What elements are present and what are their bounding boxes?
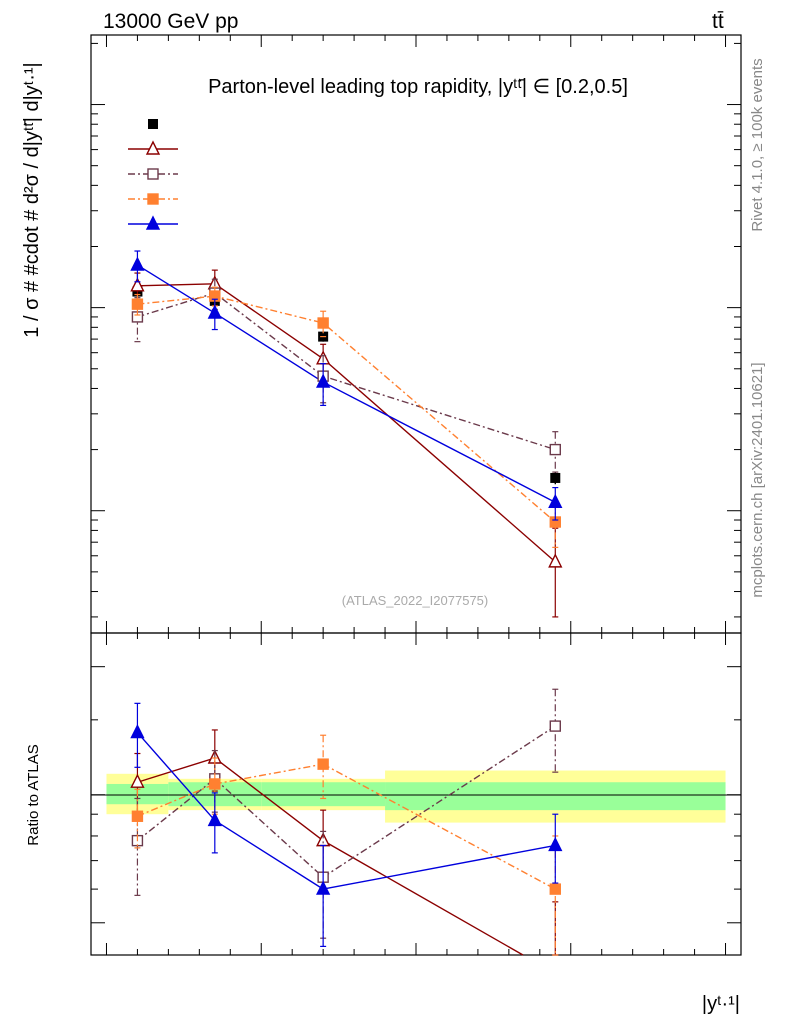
main-panel: Parton-level leading top rapidity, |yᵗᵗ̄…	[90, 34, 742, 955]
ratio-axis-label: Ratio to ATLAS	[25, 744, 42, 845]
series-4-ratio-point	[207, 811, 222, 827]
process-label: tt̄	[712, 10, 724, 33]
ratio-frame	[90, 632, 742, 956]
main-axis-ticks	[91, 35, 741, 955]
series-3-ratio-point	[131, 810, 144, 822]
legend-series-4-marker	[145, 215, 161, 230]
series-2-point	[549, 443, 561, 456]
legend-atlas-marker	[148, 119, 158, 129]
series-3-ratio-line	[137, 763, 556, 890]
ratio-series-lines	[136, 725, 556, 956]
legend	[128, 119, 178, 230]
legend-series-2-marker	[147, 168, 159, 180]
series-1-point	[130, 277, 145, 292]
series-1-point	[548, 553, 563, 568]
series-4-line	[137, 264, 556, 503]
ratio-stat-band	[261, 782, 386, 807]
series-4-ratio-point	[316, 880, 331, 895]
ratio-stat-band	[385, 782, 726, 811]
series-4-point	[207, 304, 222, 319]
series-3-point	[131, 298, 144, 310]
rivet-label: Rivet 4.1.0, ≥ 100k events	[749, 58, 766, 231]
legend-series-3-marker	[147, 193, 159, 205]
series-3-ratio-point	[549, 883, 561, 895]
ratio-series-points	[130, 688, 563, 956]
series-4-ratio-line	[136, 732, 556, 890]
analysis-watermark: (ATLAS_2022_I2077575)	[342, 593, 488, 608]
atlas-point	[550, 472, 561, 483]
series-2-ratio-line	[136, 725, 556, 878]
series-1-ratio-line	[137, 757, 524, 956]
series-3-line	[137, 295, 556, 523]
collision-label: 13000 GeV pp	[103, 10, 238, 33]
y-axis-label: 1 / σ # #cdot # d²σ / d|yᵗᵗ̄| d|yᵗ·¹|	[21, 62, 43, 337]
ratio-axis-ticks	[91, 666, 741, 924]
series-4-point	[316, 373, 331, 388]
x-axis-label: |yᵗ·¹|	[702, 993, 740, 1015]
series-2-ratio-point	[549, 720, 561, 732]
series-4-ratio-point	[130, 724, 145, 739]
series-3-ratio-point	[317, 758, 329, 770]
series-2-line	[137, 292, 556, 451]
series-1-line	[137, 283, 556, 563]
main-series-points	[130, 250, 563, 618]
series-1-ratio-point	[130, 773, 145, 788]
series-3-point	[317, 317, 329, 329]
series-4-point	[130, 256, 145, 271]
series-3-ratio-point	[209, 778, 221, 790]
mcplots-label: mcplots.cern.ch [arXiv:2401.10621]	[749, 362, 766, 597]
ratio-panel	[90, 632, 742, 956]
chart-title: Parton-level leading top rapidity, |yᵗᵗ̄…	[208, 76, 628, 98]
series-4-ratio-point	[548, 836, 563, 852]
main-frame	[90, 34, 742, 634]
legend-series-1-marker	[145, 140, 161, 155]
main-series-lines	[137, 264, 556, 563]
series-4-point	[548, 493, 563, 509]
